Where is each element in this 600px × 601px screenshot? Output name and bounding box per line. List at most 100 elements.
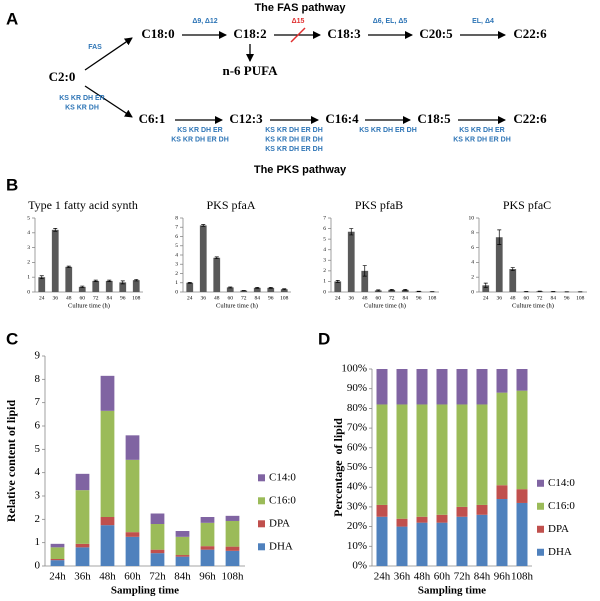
x-tick-label: 72 — [537, 295, 543, 301]
y-tick-label: 2 — [175, 271, 178, 277]
fas-title: The FAS pathway — [254, 2, 346, 14]
bar-segment — [417, 369, 428, 404]
enzyme-label: KS KR DH ER — [459, 127, 505, 134]
y-tick-label: 0 — [27, 289, 30, 295]
x-tick-label: 108h — [511, 571, 534, 583]
x-tick-label: 96 — [564, 295, 570, 301]
bar-segment — [397, 519, 408, 527]
pathway-arrows — [85, 28, 505, 120]
bar-segment — [101, 525, 115, 566]
y-tick-label: 4 — [27, 230, 30, 236]
enzyme-label: KS KR DH ER DH — [265, 127, 323, 134]
y-tick-label: 0 — [471, 289, 474, 295]
panel-label: D — [318, 329, 330, 348]
legend-swatch — [537, 526, 544, 533]
legend-swatch — [537, 549, 544, 556]
x-tick-label: 60 — [524, 295, 530, 301]
enzyme-label: KS KR DH ER DH — [453, 136, 511, 143]
bar-segment — [497, 393, 508, 486]
x-tick-label: 84 — [107, 295, 113, 301]
legend-label: DPA — [269, 517, 290, 529]
y-tick-label: 8 — [471, 230, 474, 236]
y-tick-label: 5 — [35, 443, 41, 455]
x-tick-label: 108 — [428, 295, 437, 301]
bar-segment — [517, 503, 528, 566]
chart-title: PKS pfaC — [503, 198, 551, 212]
enzyme-label: KS KR DH ER — [177, 127, 223, 134]
bar-segment — [397, 369, 408, 404]
legend-swatch — [258, 543, 265, 550]
bar-segment — [226, 521, 240, 547]
y-tick-label: 50% — [347, 461, 367, 473]
x-tick-label: 84 — [551, 295, 557, 301]
x-tick-label: 36h — [74, 571, 91, 583]
bar-segment — [101, 376, 115, 411]
enzyme-label: KS KR DH ER — [59, 95, 105, 102]
legend-label: DHA — [269, 540, 293, 552]
bar-segment — [377, 517, 388, 566]
x-tick-label: 60h — [124, 571, 141, 583]
chart-title: PKS pfaB — [355, 198, 403, 212]
bar-segment — [76, 544, 90, 548]
y-tick-label: 7 — [175, 225, 178, 231]
bar-segment — [417, 517, 428, 523]
bar — [65, 267, 72, 292]
x-tick-label: 48 — [214, 295, 220, 301]
enzyme-label: KS KR DH ER DH — [265, 146, 323, 153]
x-tick-label: 72h — [454, 571, 471, 583]
legend-label: DPA — [548, 523, 569, 535]
chart-title: PKS pfaA — [206, 198, 255, 212]
enzyme-label: Δ6, EL, Δ5 — [373, 18, 408, 25]
bar-segment — [176, 531, 190, 537]
x-tick-label: 36h — [394, 571, 411, 583]
x-axis-title: Culture time (h) — [364, 302, 406, 309]
pathway-node: C2:0 — [49, 69, 76, 84]
y-tick-label: 7 — [35, 396, 41, 408]
panel-label: A — [6, 9, 18, 28]
bar — [92, 281, 99, 292]
y-tick-label: 3 — [175, 262, 178, 268]
y-tick-label: 6 — [35, 420, 41, 432]
pathway-node: C20:5 — [419, 26, 453, 41]
y-tick-label: 8 — [175, 215, 178, 221]
legend-swatch — [537, 503, 544, 510]
pathway-node: C18:2 — [233, 26, 266, 41]
bar-segment — [457, 507, 468, 517]
y-tick-label: 10 — [469, 215, 475, 221]
y-tick-label: 3 — [323, 258, 326, 264]
bar — [213, 258, 220, 292]
x-tick-label: 24h — [374, 571, 391, 583]
x-tick-label: 36 — [349, 295, 355, 301]
x-tick-label: 60 — [228, 295, 234, 301]
x-tick-label: 48h — [414, 571, 431, 583]
x-tick-label: 36 — [201, 295, 207, 301]
pathway-node: n-6 PUFA — [222, 63, 278, 78]
legend-swatch — [258, 497, 265, 504]
bar-segment — [126, 460, 140, 532]
y-tick-label: 10% — [347, 540, 367, 552]
x-tick-label: 108 — [576, 295, 585, 301]
enzyme-label: FAS — [88, 44, 102, 51]
bar-segment — [477, 515, 488, 566]
x-tick-label: 96 — [416, 295, 422, 301]
x-tick-label: 84 — [403, 295, 409, 301]
bar — [200, 225, 207, 292]
y-tick-label: 90% — [347, 382, 367, 394]
bar-segment — [76, 474, 90, 490]
x-axis-title: Sampling time — [418, 585, 486, 596]
bar-segment — [497, 499, 508, 566]
bar-segment — [417, 404, 428, 516]
legend-swatch — [537, 480, 544, 487]
bar-segment — [201, 550, 215, 566]
x-tick-label: 24 — [39, 295, 45, 301]
pathway-node: C12:3 — [229, 111, 263, 126]
bar-segment — [437, 369, 448, 404]
bar — [186, 283, 193, 292]
bar-segment — [377, 404, 388, 504]
x-axis-title: Culture time (h) — [68, 302, 110, 309]
x-tick-label: 72h — [149, 571, 166, 583]
